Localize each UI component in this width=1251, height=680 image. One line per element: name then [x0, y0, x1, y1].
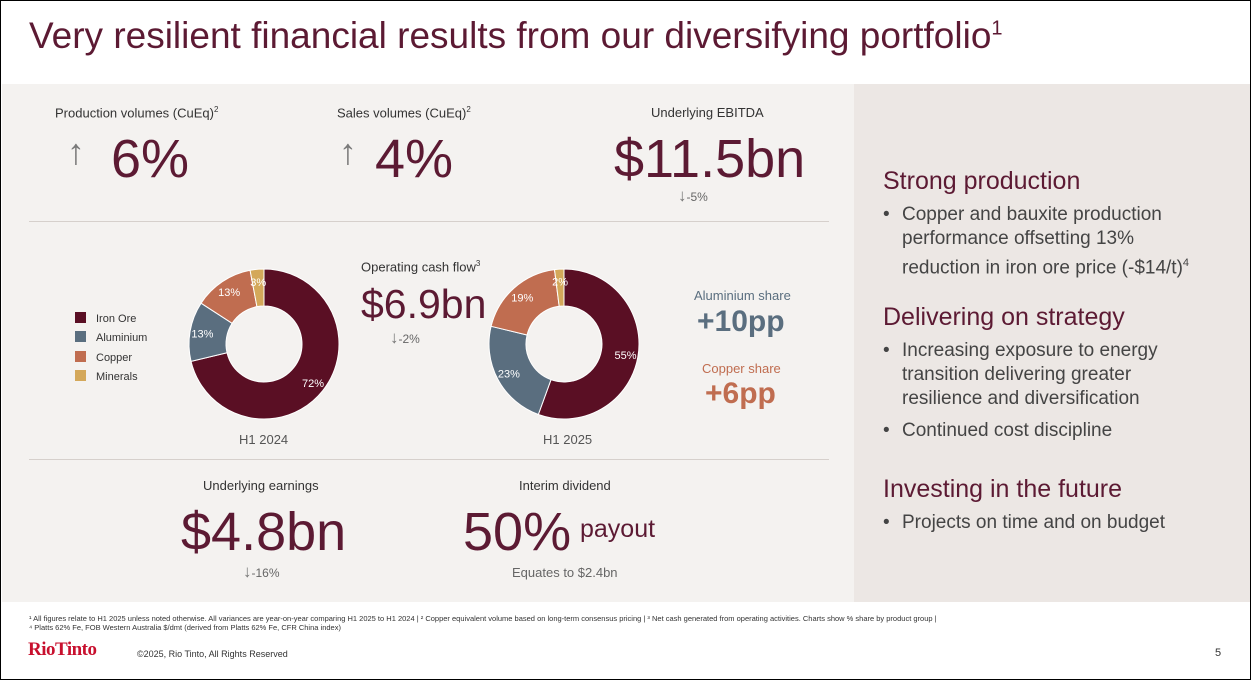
ebitda-value: $11.5bn — [614, 129, 806, 189]
earnings-label: Underlying earnings — [203, 478, 319, 493]
legend-swatch — [75, 370, 86, 381]
donut-label: 19% — [511, 292, 533, 304]
cashflow-value: $6.9bn — [361, 281, 487, 327]
cashflow-change: ↓-2% — [390, 328, 420, 347]
cashflow-label: Operating cash flow3 — [361, 259, 481, 275]
donut-label: 13% — [191, 328, 213, 340]
footnote-line: ¹ All figures relate to H1 2025 unless n… — [29, 614, 937, 623]
metrics-panel — [2, 84, 854, 602]
highlights-panel — [854, 84, 1250, 602]
legend-item: Iron Ore — [75, 312, 136, 325]
slide-title: Very resilient financial results from ou… — [29, 15, 1003, 56]
donut-chart-h1-2025: 55% 23% 19% 2% — [488, 268, 640, 420]
donut-label: 55% — [615, 350, 637, 362]
bullet-icon: • — [883, 340, 890, 361]
donut-label: 2% — [552, 277, 568, 289]
legend-item: Minerals — [75, 370, 138, 383]
bullet-item: • Increasing exposure to energy transitio… — [883, 340, 1158, 409]
donut-label: 3% — [250, 277, 266, 289]
arrow-up-icon: ↑ — [67, 131, 85, 172]
copyright: ©2025, Rio Tinto, All Rights Reserved — [137, 649, 288, 659]
bullet-item: • Continued cost discipline — [883, 420, 1113, 441]
divider — [29, 221, 829, 222]
dividend-suffix: payout — [580, 515, 656, 543]
ebitda-label: Underlying EBITDA — [651, 105, 764, 120]
copper-share-value: +6pp — [705, 377, 776, 410]
section-heading: Delivering on strategy — [883, 303, 1125, 331]
sales-label: Sales volumes (CuEq)2 — [337, 105, 471, 121]
section-heading: Investing in the future — [883, 475, 1123, 503]
divider — [29, 459, 829, 460]
aluminium-share-value: +10pp — [697, 305, 785, 338]
legend-item: Aluminium — [75, 331, 147, 344]
donut-slice-minerals — [553, 268, 565, 307]
ebitda-change: ↓-5% — [678, 186, 708, 205]
footnote-line: ⁴ Platts 62% Fe, FOB Western Australia $… — [29, 623, 341, 632]
rio-tinto-logo: RioTinto — [28, 639, 97, 660]
production-value: 6% — [111, 129, 190, 189]
earnings-change: ↓-16% — [243, 562, 280, 581]
legend-swatch — [75, 351, 86, 362]
donut-slice-iron-ore — [190, 268, 340, 420]
arrow-up-icon: ↑ — [339, 131, 357, 172]
arrow-down-icon: ↓ — [390, 328, 399, 347]
production-label: Production volumes (CuEq)2 — [55, 105, 219, 121]
page-number: 5 — [1215, 647, 1222, 659]
arrow-down-icon: ↓ — [243, 562, 252, 581]
bullet-item: • Projects on time and on budget — [883, 512, 1166, 533]
dividend-label: Interim dividend — [519, 478, 611, 493]
section-heading: Strong production — [883, 167, 1081, 195]
donut-slice-iron-ore — [537, 268, 640, 420]
arrow-down-icon: ↓ — [678, 186, 687, 205]
sales-value: 4% — [375, 129, 454, 189]
chart-title-h1-2024: H1 2024 — [239, 432, 289, 447]
bullet-icon: • — [883, 512, 890, 533]
bullet-item: • Copper and bauxite production performan… — [883, 204, 1190, 279]
legend-swatch — [75, 312, 86, 323]
donut-slice-aluminium — [488, 325, 552, 416]
legend-item: Copper — [75, 351, 132, 364]
dividend-note: Equates to $2.4bn — [512, 565, 618, 580]
donut-label: 13% — [218, 287, 240, 299]
legend-swatch — [75, 331, 86, 342]
chart-title-h1-2025: H1 2025 — [543, 432, 593, 447]
dividend-value: 50% — [463, 502, 572, 562]
donut-label: 72% — [302, 378, 324, 390]
earnings-value: $4.8bn — [181, 502, 347, 562]
donut-label: 23% — [498, 369, 520, 381]
bullet-icon: • — [883, 420, 890, 441]
bullet-icon: • — [883, 204, 890, 225]
aluminium-share-label: Aluminium share — [694, 288, 791, 303]
donut-chart-h1-2024: 72% 13% 13% 3% — [188, 268, 340, 420]
donut-slice-minerals — [249, 268, 265, 308]
copper-share-label: Copper share — [702, 361, 781, 376]
